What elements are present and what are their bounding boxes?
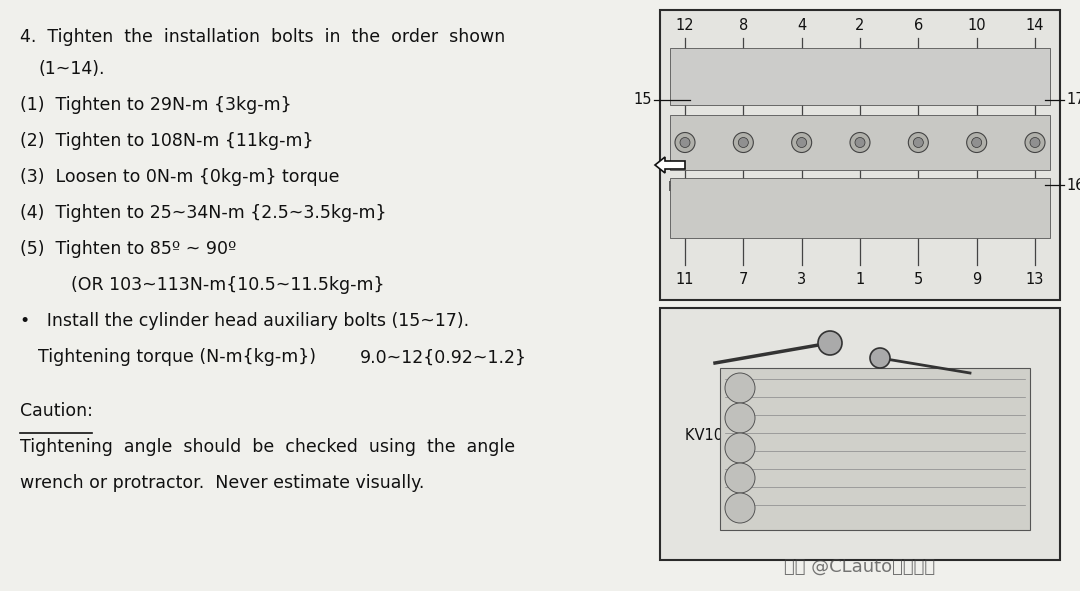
Text: Front: Front xyxy=(669,180,703,194)
Text: (1)  Tighten to 29N-m {3kg-m}: (1) Tighten to 29N-m {3kg-m} xyxy=(21,96,292,115)
Bar xyxy=(660,308,1059,560)
Text: 4.  Tighten  the  installation  bolts  in  the  order  shown: 4. Tighten the installation bolts in the… xyxy=(21,28,505,46)
Text: 14: 14 xyxy=(1026,18,1044,33)
Circle shape xyxy=(675,132,696,152)
Bar xyxy=(660,10,1059,300)
Bar xyxy=(670,115,1050,170)
Text: Tightening torque (N-m{kg-m}): Tightening torque (N-m{kg-m}) xyxy=(38,349,316,366)
Circle shape xyxy=(1030,138,1040,148)
Polygon shape xyxy=(720,368,1030,530)
Text: 头条 @CLauto酷乐汽车: 头条 @CLauto酷乐汽车 xyxy=(784,558,935,576)
Text: (OR 103~113N-m{10.5~11.5kg-m}: (OR 103~113N-m{10.5~11.5kg-m} xyxy=(38,277,384,294)
Text: Tightening  angle  should  be  checked  using  the  angle: Tightening angle should be checked using… xyxy=(21,439,515,456)
Circle shape xyxy=(1025,132,1045,152)
Circle shape xyxy=(870,348,890,368)
Text: •   Install the cylinder head auxiliary bolts (15~17).: • Install the cylinder head auxiliary bo… xyxy=(21,313,469,330)
Circle shape xyxy=(797,138,807,148)
Text: (4)  Tighten to 25~34N-m {2.5~3.5kg-m}: (4) Tighten to 25~34N-m {2.5~3.5kg-m} xyxy=(21,204,387,222)
Circle shape xyxy=(725,403,755,433)
Circle shape xyxy=(914,138,923,148)
Circle shape xyxy=(739,138,748,148)
Text: wrench or protractor.  Never estimate visually.: wrench or protractor. Never estimate vis… xyxy=(21,475,424,492)
Text: 3: 3 xyxy=(797,272,807,287)
Text: (3)  Loosen to 0N-m {0kg-m} torque: (3) Loosen to 0N-m {0kg-m} torque xyxy=(21,168,339,186)
Text: 11: 11 xyxy=(676,272,694,287)
Circle shape xyxy=(908,132,929,152)
FancyArrow shape xyxy=(654,157,685,173)
Text: Caution:: Caution: xyxy=(21,402,93,420)
Circle shape xyxy=(967,132,987,152)
Text: 16: 16 xyxy=(1066,177,1080,193)
Text: 12: 12 xyxy=(676,18,694,33)
Text: 6: 6 xyxy=(914,18,923,33)
Text: 10: 10 xyxy=(968,18,986,33)
Bar xyxy=(670,48,1050,105)
Text: 17: 17 xyxy=(1066,93,1080,108)
Text: 5: 5 xyxy=(914,272,923,287)
Circle shape xyxy=(972,138,982,148)
Text: (1~14).: (1~14). xyxy=(38,60,105,79)
Circle shape xyxy=(733,132,754,152)
Text: 15: 15 xyxy=(634,93,652,108)
Circle shape xyxy=(850,132,870,152)
Circle shape xyxy=(725,433,755,463)
Circle shape xyxy=(725,463,755,493)
Text: 9.0~12{0.92~1.2}: 9.0~12{0.92~1.2} xyxy=(360,349,527,366)
Circle shape xyxy=(680,138,690,148)
Circle shape xyxy=(725,493,755,523)
Text: 7: 7 xyxy=(739,272,748,287)
Bar xyxy=(670,178,1050,238)
Text: 2: 2 xyxy=(855,18,865,33)
Text: (2)  Tighten to 108N-m {11kg-m}: (2) Tighten to 108N-m {11kg-m} xyxy=(21,132,313,150)
Circle shape xyxy=(792,132,812,152)
Text: 1: 1 xyxy=(855,272,865,287)
Text: 13: 13 xyxy=(1026,272,1044,287)
Text: 9: 9 xyxy=(972,272,982,287)
Text: (5)  Tighten to 85º ~ 90º: (5) Tighten to 85º ~ 90º xyxy=(21,241,237,258)
Text: 4: 4 xyxy=(797,18,807,33)
Text: KV101 12100: KV101 12100 xyxy=(685,428,784,443)
Circle shape xyxy=(818,331,842,355)
Text: 8: 8 xyxy=(739,18,748,33)
Circle shape xyxy=(725,373,755,403)
Circle shape xyxy=(855,138,865,148)
